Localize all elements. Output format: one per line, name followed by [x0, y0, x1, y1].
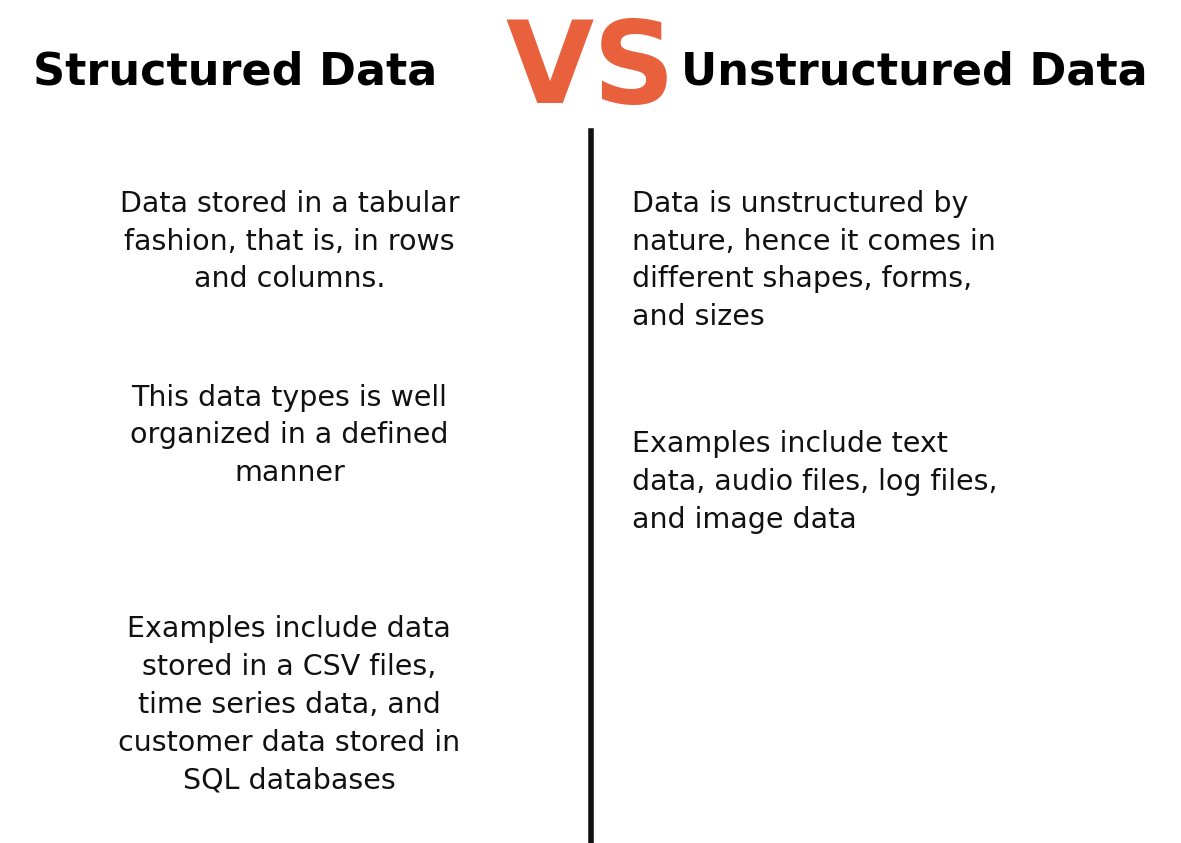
- Text: This data types is well
organized in a defined
manner: This data types is well organized in a d…: [130, 384, 449, 487]
- Text: Structured Data: Structured Data: [33, 50, 437, 94]
- Text: Examples include data
stored in a CSV files,
time series data, and
customer data: Examples include data stored in a CSV fi…: [118, 615, 461, 795]
- Text: Examples include text
data, audio files, log files,
and image data: Examples include text data, audio files,…: [632, 430, 997, 534]
- Text: VS: VS: [505, 16, 676, 127]
- Text: Data is unstructured by
nature, hence it comes in
different shapes, forms,
and s: Data is unstructured by nature, hence it…: [632, 190, 996, 331]
- Text: Unstructured Data: Unstructured Data: [681, 50, 1148, 94]
- Text: Data stored in a tabular
fashion, that is, in rows
and columns.: Data stored in a tabular fashion, that i…: [119, 190, 459, 293]
